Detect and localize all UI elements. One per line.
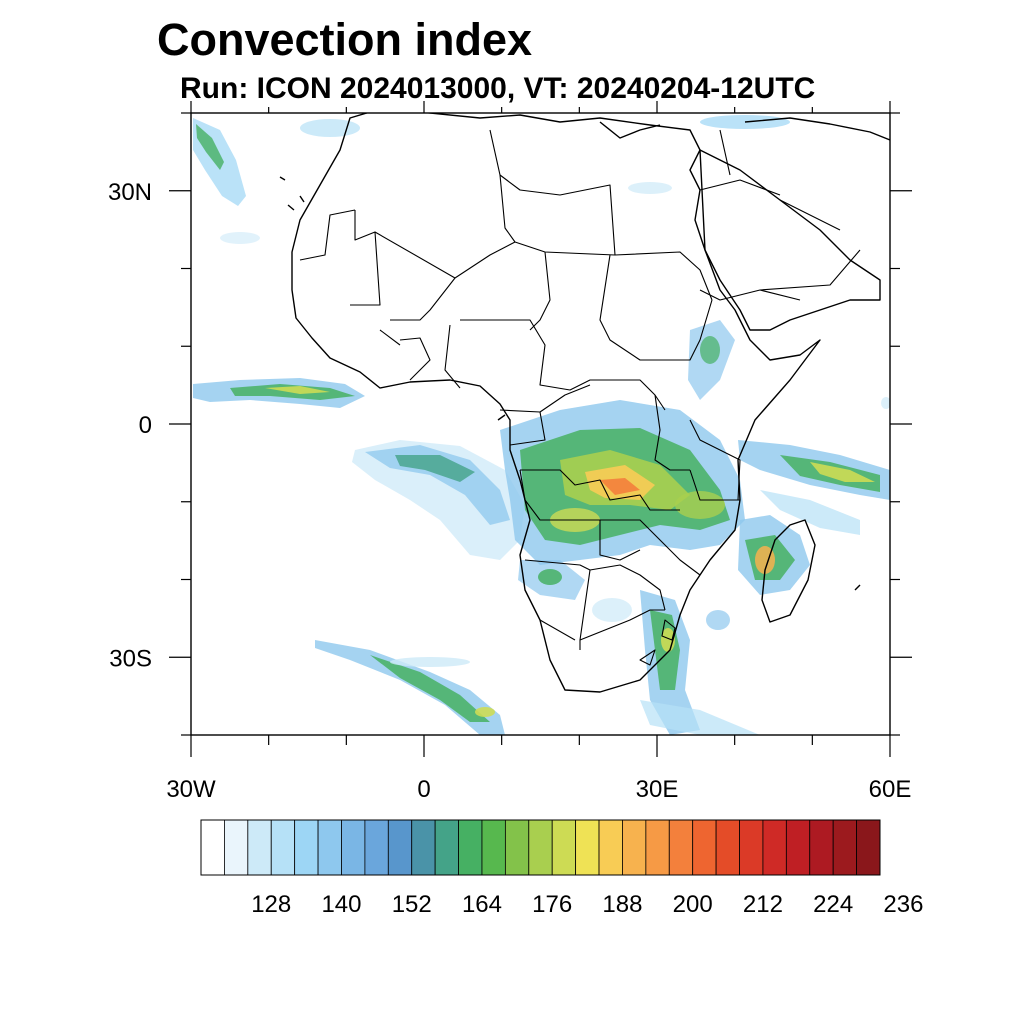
colorbar-swatch: [598, 819, 623, 876]
colorbar-swatch: [762, 819, 787, 876]
colorbar-swatch: [622, 819, 647, 876]
colorbar-label: 164: [462, 891, 502, 918]
colorbar-label: 224: [813, 891, 853, 918]
colorbar-swatch: [458, 819, 483, 876]
colorbar: 128 140 152 164 176 188 200 212 224 236: [200, 819, 923, 918]
colorbar-outline: [200, 819, 881, 876]
lon-tick-label: 30E: [636, 776, 679, 803]
colorbar-label: 128: [251, 891, 291, 918]
colorbar-swatch: [270, 819, 296, 876]
convection-shading: [193, 115, 890, 735]
colorbar-swatch: [481, 819, 506, 876]
colorbar-swatch: [411, 819, 436, 876]
lon-tick-label: 0: [417, 776, 430, 803]
coastlines: [279, 113, 890, 693]
colorbar-swatch: [317, 819, 342, 876]
colorbar-swatch: [528, 819, 553, 876]
colorbar-label: 212: [743, 891, 783, 918]
colorbar-swatch: [832, 819, 857, 876]
colorbar-swatch: [364, 819, 389, 876]
country-borders: [299, 129, 861, 666]
lon-tick-label: 30W: [166, 776, 216, 803]
colorbar-swatch: [247, 819, 272, 876]
colorbar-swatch: [504, 819, 530, 876]
map-plot-area: [193, 113, 890, 735]
colorbar-swatch: [856, 819, 881, 876]
colorbar-swatch: [387, 819, 413, 876]
colorbar-swatch: [715, 819, 740, 876]
axis-ticks: 30W 0 30E 60E 30N 0 30S: [108, 101, 912, 803]
colorbar-swatch: [341, 819, 366, 876]
lat-tick-label: 30N: [108, 179, 152, 206]
colorbar-swatch: [785, 819, 811, 876]
colorbar-label: 152: [392, 891, 432, 918]
lat-tick-label: 30S: [109, 645, 152, 672]
colorbar-label: 200: [673, 891, 713, 918]
colorbar-swatch: [434, 819, 459, 876]
colorbar-swatch: [692, 819, 717, 876]
colorbar-label: 140: [321, 891, 361, 918]
colorbar-swatch: [224, 819, 249, 876]
colorbar-label: 176: [532, 891, 572, 918]
colorbar-swatch: [645, 819, 670, 876]
colorbar-swatch: [200, 819, 225, 876]
lon-tick-label: 60E: [869, 776, 912, 803]
colorbar-swatch: [739, 819, 764, 876]
chart-subtitle: Run: ICON 2024013000, VT: 20240204-12UTC: [180, 72, 816, 105]
colorbar-label: 236: [883, 891, 923, 918]
chart-title: Convection index: [157, 14, 533, 65]
lat-tick-label: 0: [139, 412, 152, 439]
colorbar-swatch: [809, 819, 834, 876]
colorbar-swatch: [575, 819, 600, 876]
colorbar-swatch: [294, 819, 319, 876]
colorbar-swatch: [551, 819, 577, 876]
colorbar-swatch: [668, 819, 694, 876]
colorbar-label: 188: [602, 891, 642, 918]
